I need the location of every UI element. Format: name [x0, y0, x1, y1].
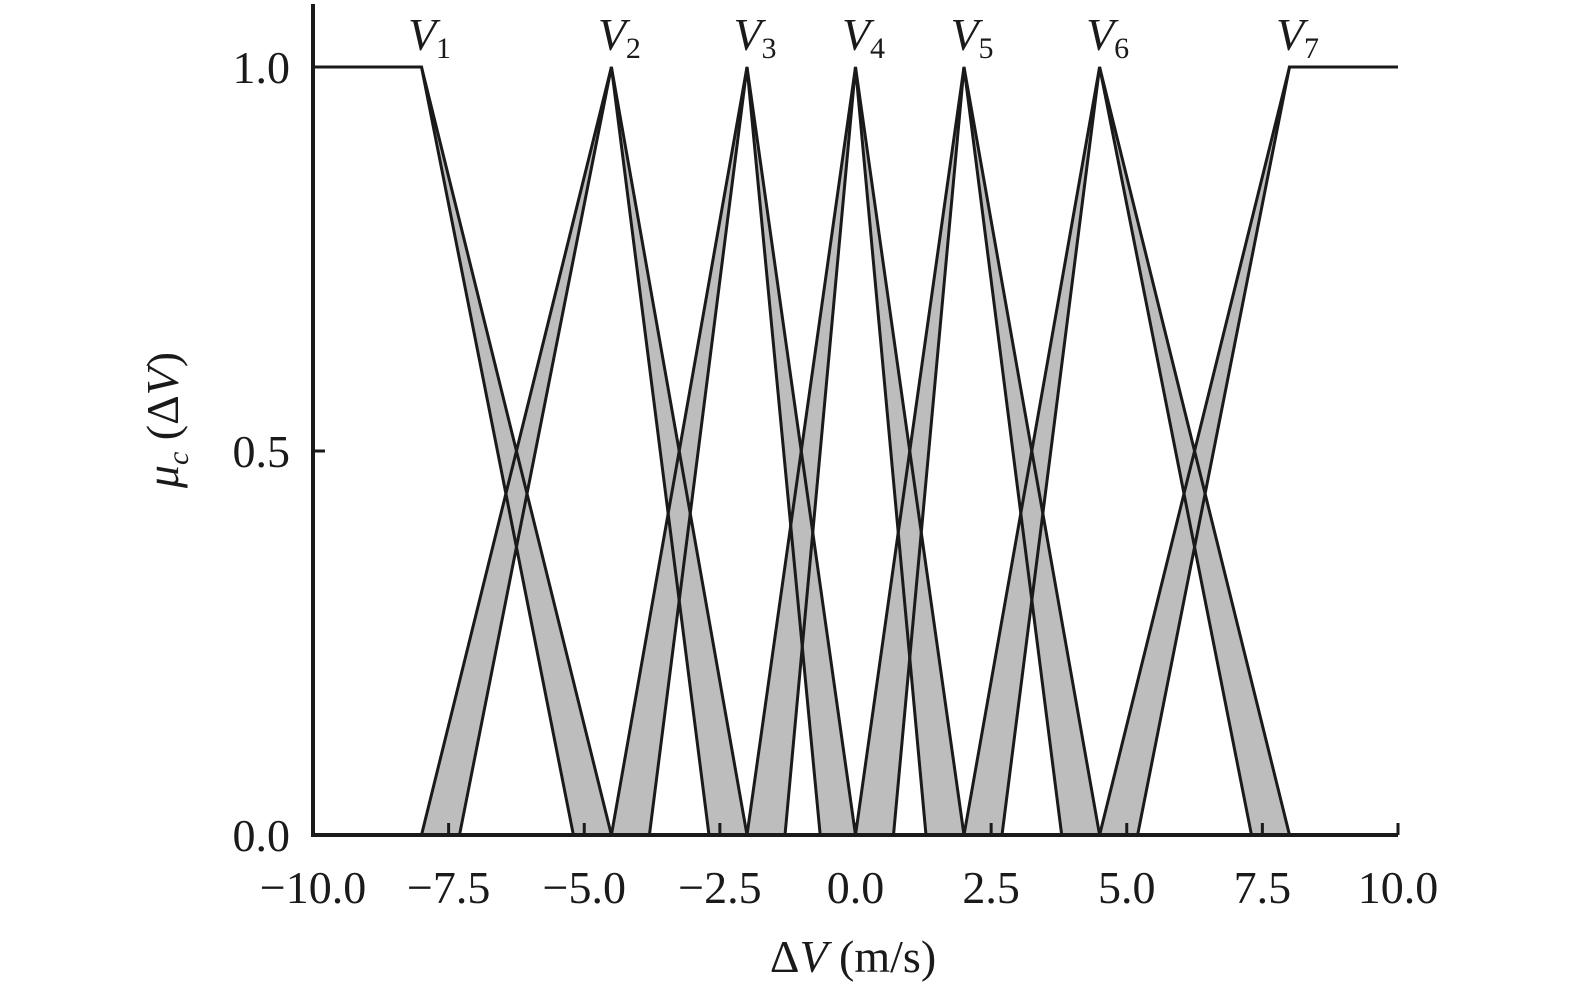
band-lower-line-v6 [1000, 66, 1253, 836]
band-lower-line-v4 [783, 66, 928, 836]
peak-label-v7: V7 [1276, 9, 1319, 65]
y-tick-label: 1.0 [233, 42, 291, 93]
band-fill-v6 [964, 67, 1290, 835]
band-lower-line-v1 [313, 65, 575, 836]
peak-label-v3: V3 [733, 9, 776, 65]
tick-labels: −10.0 −7.5 −5.0 −2.5 0.0 2.5 5.0 7.5 10.0 0.0 0.5 1… [233, 42, 1439, 913]
peak-label-v6: V6 [1086, 9, 1129, 65]
x-tick-label: 10.0 [1358, 862, 1439, 913]
band-fills [313, 67, 1398, 835]
band-fill-v4 [747, 67, 964, 835]
x-tick-label: −2.5 [678, 862, 761, 913]
x-tick-label: 7.5 [1234, 862, 1292, 913]
y-axis-title: μc (ΔV) [137, 352, 195, 489]
band-lines [313, 65, 1398, 836]
band-lower-line-v7 [1136, 65, 1398, 836]
x-tick-label: −10.0 [260, 862, 366, 913]
peak-label-v2: V2 [598, 9, 641, 65]
y-tick-label: 0.0 [233, 810, 291, 861]
x-tick-label: 5.0 [1098, 862, 1156, 913]
peak-label-v5: V5 [950, 9, 993, 65]
x-tick-label: 2.5 [962, 862, 1020, 913]
band-fill-v2 [421, 67, 747, 835]
peak-labels: V1 V2 V3 V4 V5 V6 V7 [408, 9, 1319, 65]
tick-marks [311, 65, 1400, 837]
band-lower-line-v5 [892, 66, 1064, 836]
x-axis-title: ΔV (m/s) [770, 931, 936, 982]
y-tick-label: 0.5 [233, 426, 291, 477]
x-tick-label: −5.0 [543, 862, 626, 913]
band-lower-line-v3 [647, 66, 822, 836]
peak-label-v1: V1 [408, 9, 451, 65]
band-lower-line-v2 [458, 66, 711, 836]
x-tick-label: −7.5 [407, 862, 490, 913]
peak-label-v4: V4 [842, 9, 885, 65]
x-tick-label: 0.0 [827, 862, 885, 913]
